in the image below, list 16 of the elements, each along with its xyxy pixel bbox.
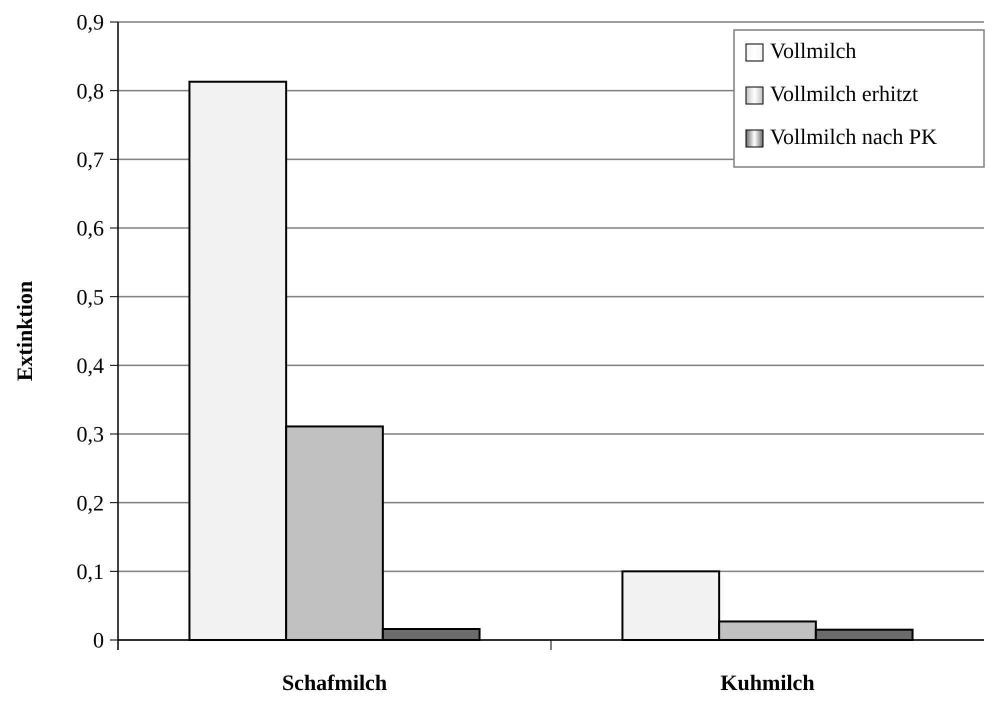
y-tick-label: 0,1 (76, 559, 104, 584)
y-tick-label: 0 (93, 628, 104, 653)
y-tick-label: 0,5 (76, 284, 104, 310)
y-tick-label: 0,2 (76, 490, 104, 516)
legend-label: Vollmilch erhitzt (770, 81, 918, 106)
y-tick-label: 0,6 (76, 216, 104, 241)
y-tick-label: 0,8 (76, 78, 104, 104)
y-tick-label: 0,3 (76, 422, 104, 447)
y-axis-title: Extinktion (12, 280, 37, 382)
x-tick-label: Schafmilch (282, 670, 388, 695)
y-tick-label: 0,9 (76, 10, 104, 35)
legend-label: Vollmilch (770, 38, 856, 63)
y-tick-label: 0,7 (76, 147, 104, 172)
x-tick-label: Kuhmilch (720, 670, 815, 695)
y-tick-label: 0,4 (76, 353, 104, 378)
legend-label: Vollmilch nach PK (770, 124, 938, 149)
